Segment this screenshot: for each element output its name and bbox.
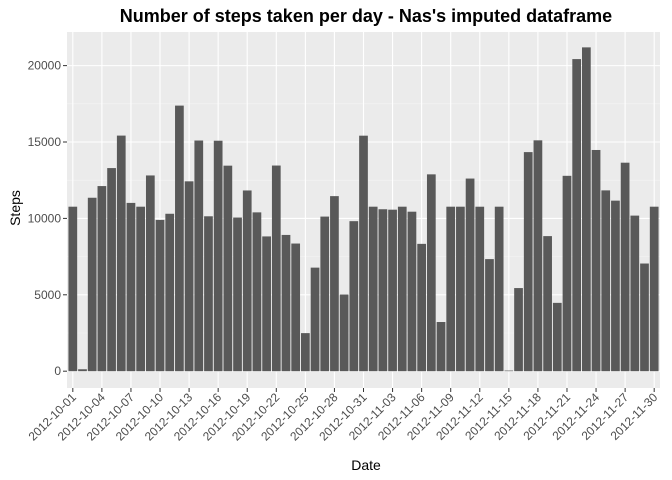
bar-2012-10-11 [165, 213, 175, 372]
bar-2012-11-30 [649, 206, 659, 372]
y-tick-label: 10000 [28, 211, 62, 225]
x-axis-title: Date [351, 457, 381, 473]
y-tick-label: 15000 [28, 135, 62, 149]
bar-2012-11-05 [407, 211, 417, 372]
bar-2012-10-20 [252, 212, 262, 372]
y-tick-label: 20000 [28, 59, 62, 73]
bar-2012-11-21 [562, 175, 572, 372]
chart-title: Number of steps taken per day - Nas's im… [120, 6, 612, 26]
bar-2012-11-15 [504, 370, 514, 372]
y-axis-title: Steps [7, 190, 23, 226]
y-axis-ticks: 0 5000 10000 15000 20000 [28, 59, 67, 378]
bar-2012-11-01 [368, 206, 378, 372]
x-axis-ticks: 2012-10-012012-10-042012-10-072012-10-10… [26, 388, 661, 444]
bar-2012-10-02 [78, 369, 87, 372]
bar-2012-11-18 [533, 140, 543, 372]
bar-2012-10-21 [262, 236, 271, 372]
bar-2012-10-19 [242, 190, 252, 372]
bar-2012-10-10 [155, 219, 165, 372]
bar-2012-11-04 [397, 206, 407, 372]
bar-2012-11-27 [620, 162, 630, 372]
bar-2012-11-25 [601, 190, 611, 372]
bar-2012-10-25 [301, 333, 310, 372]
bar-2012-10-29 [339, 294, 349, 372]
bar-2012-10-16 [213, 140, 223, 372]
bars-group [68, 47, 659, 372]
bar-2012-10-27 [320, 216, 330, 372]
bar-2012-10-31 [359, 135, 368, 372]
bar-2012-10-26 [310, 267, 320, 372]
bar-2012-11-19 [543, 236, 552, 372]
bar-2012-11-02 [378, 209, 388, 372]
bar-2012-10-06 [116, 135, 126, 372]
bar-2012-11-09 [446, 206, 456, 372]
bar-2012-10-23 [281, 234, 291, 372]
bar-2012-10-01 [68, 206, 78, 372]
bar-2012-10-28 [330, 196, 339, 372]
bar-2012-10-15 [204, 216, 213, 372]
bar-2012-10-09 [145, 175, 155, 372]
bar-2012-11-11 [465, 178, 475, 372]
y-tick-label: 0 [54, 364, 61, 378]
bar-2012-10-05 [107, 168, 116, 372]
bar-2012-10-04 [97, 186, 107, 372]
bar-2012-10-22 [271, 165, 281, 372]
bar-2012-10-13 [184, 181, 194, 372]
bar-2012-11-26 [611, 200, 620, 372]
bar-2012-10-18 [233, 217, 242, 372]
bar-2012-11-22 [572, 59, 582, 372]
bar-2012-11-20 [552, 302, 562, 372]
bar-2012-11-14 [494, 206, 504, 372]
bar-2012-11-16 [514, 288, 523, 372]
bar-2012-11-13 [485, 259, 494, 372]
bar-2012-11-10 [456, 206, 465, 372]
bar-2012-10-14 [194, 140, 204, 372]
bar-2012-11-07 [426, 174, 436, 372]
bar-2012-10-30 [349, 221, 359, 372]
bar-2012-11-29 [640, 263, 649, 372]
bar-2012-10-07 [126, 202, 136, 372]
y-tick-label: 5000 [34, 288, 61, 302]
bar-2012-11-23 [581, 47, 591, 372]
bar-2012-11-03 [388, 209, 397, 372]
bar-2012-11-08 [436, 322, 446, 372]
bar-2012-10-03 [87, 197, 97, 372]
bar-2012-10-17 [223, 165, 233, 372]
bar-2012-11-17 [523, 152, 533, 372]
bar-2012-11-28 [630, 215, 640, 372]
bar-2012-11-24 [591, 149, 601, 372]
bar-2012-10-12 [175, 105, 184, 372]
bar-2012-10-08 [136, 206, 146, 372]
bar-2012-11-12 [475, 206, 485, 372]
bar-2012-11-06 [417, 243, 426, 372]
bar-2012-10-24 [291, 243, 301, 372]
